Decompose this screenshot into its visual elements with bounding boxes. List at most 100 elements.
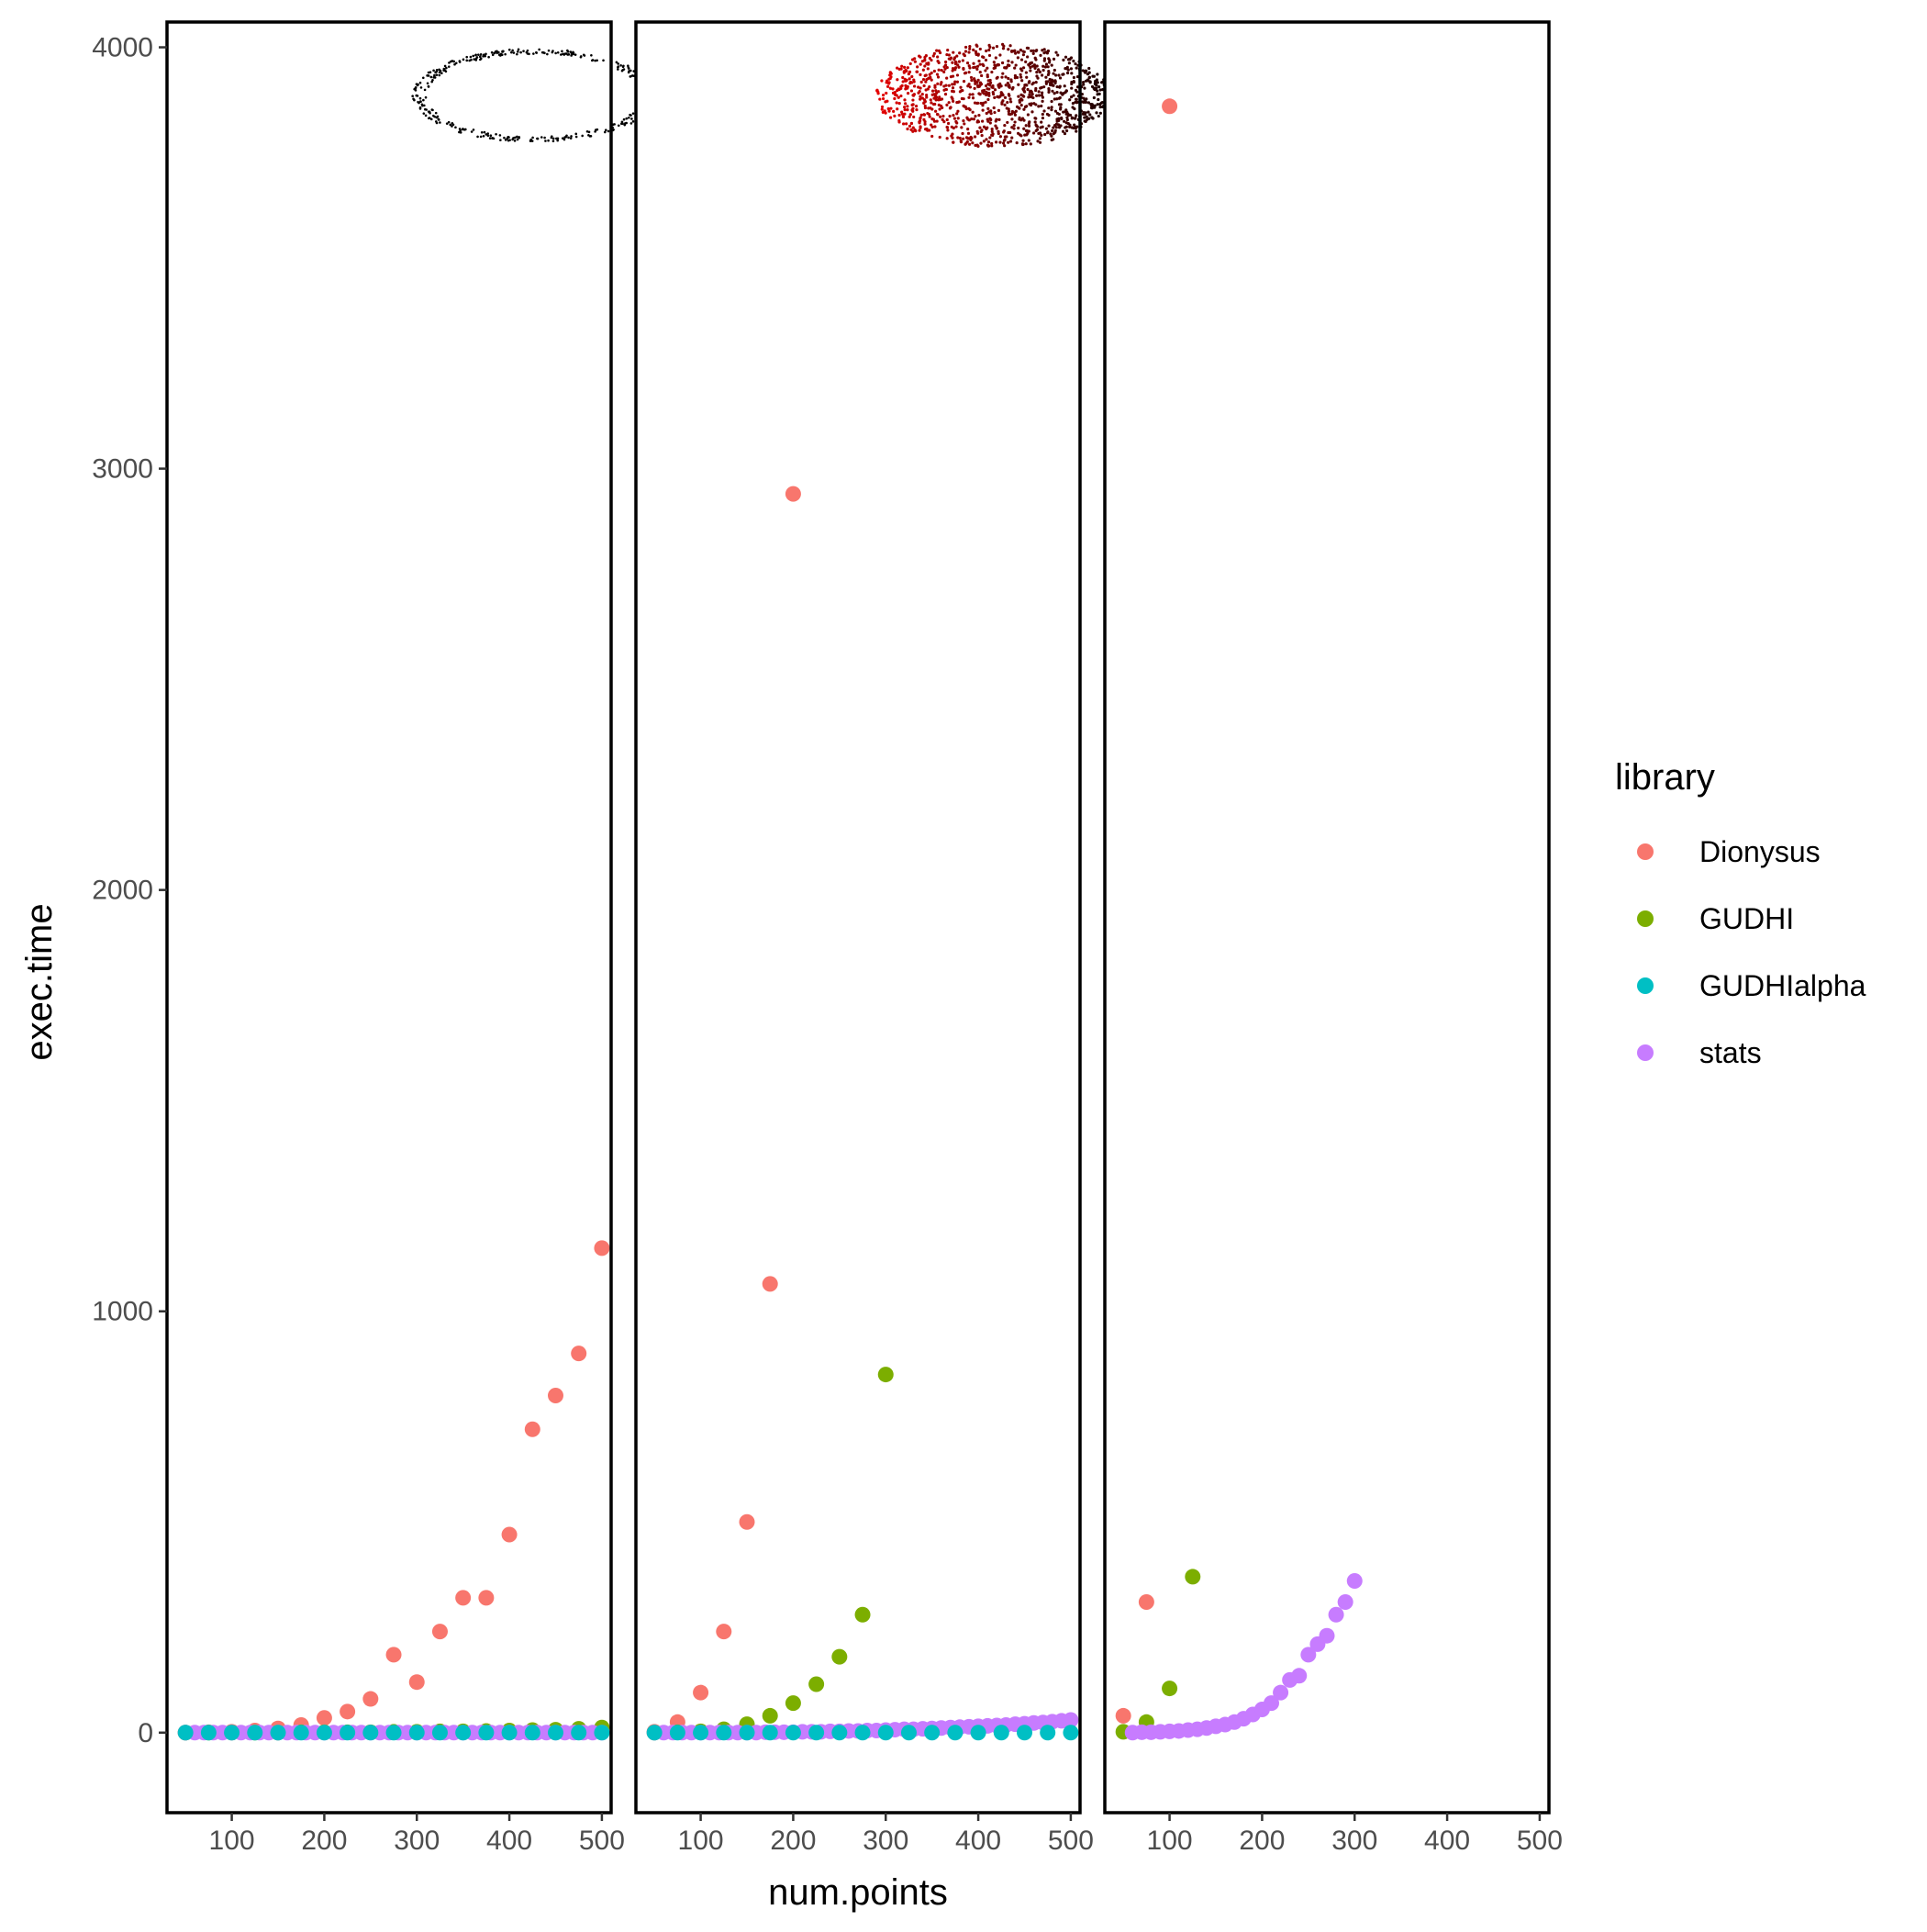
inset-point [603, 130, 607, 134]
inset-point [953, 80, 957, 84]
data-point-gudhialpha [385, 1725, 402, 1741]
inset-point [1064, 126, 1067, 129]
data-point-dionysus [548, 1388, 563, 1404]
legend-key-stats [1637, 1044, 1654, 1061]
inset-point [569, 50, 573, 53]
axes-layer: 100 200 300 400 500 100 200 300 400 500 100 200 300 4… [92, 33, 1563, 1856]
inset-point [439, 69, 442, 73]
data-point-gudhialpha [669, 1725, 685, 1741]
legend-items: Dionysus GUDHI GUDHIalpha stats [1637, 835, 1866, 1069]
inset-point [1013, 120, 1017, 124]
inset-point [1059, 106, 1063, 109]
inset-point [881, 94, 886, 97]
inset-point [961, 89, 964, 93]
x-tick-label: 500 [1517, 1826, 1563, 1856]
inset-point [627, 67, 630, 70]
inset-point [997, 84, 1000, 87]
data-point-gudhialpha [455, 1725, 472, 1741]
inset-point [629, 122, 633, 125]
inset-point [1026, 46, 1030, 50]
inset-point [1027, 124, 1031, 128]
inset-point [1020, 142, 1025, 146]
inset-point [1086, 73, 1090, 76]
inset-point [1085, 115, 1088, 118]
inset-point [945, 52, 949, 57]
inset-point [1083, 116, 1086, 119]
inset-point [938, 135, 941, 140]
inset-point [946, 128, 950, 132]
inset-point [952, 99, 955, 103]
inset-point [547, 49, 551, 52]
inset-point [469, 55, 473, 59]
inset-point [427, 85, 430, 88]
inset-point [952, 140, 955, 144]
inset-point [451, 122, 454, 125]
inset-point [493, 51, 496, 55]
inset-point [960, 126, 964, 129]
inset-point [880, 79, 884, 83]
inset-point [945, 76, 949, 80]
inset-point [952, 58, 956, 61]
inset-point [1041, 91, 1044, 95]
y-tick-label: 4000 [92, 33, 153, 63]
inset-point [1083, 86, 1086, 90]
inset-point [1020, 69, 1024, 73]
inset-point [516, 52, 518, 56]
inset-point [940, 97, 944, 101]
inset-point [476, 135, 479, 139]
inset-point [465, 59, 469, 62]
data-point-dionysus [524, 1421, 540, 1437]
x-tick-label: 300 [1331, 1826, 1377, 1856]
inset-point [561, 50, 563, 53]
inset-point [967, 50, 971, 54]
inset-point [1048, 83, 1053, 87]
inset-point [430, 80, 433, 84]
inset-point [1038, 70, 1041, 74]
inset-point [550, 135, 553, 138]
inset-point [1044, 82, 1048, 85]
inset-point [411, 95, 414, 98]
inset-point [967, 142, 972, 146]
inset-point [480, 130, 484, 134]
inset-point [1050, 106, 1053, 109]
inset-point [957, 65, 961, 69]
inset-point [529, 140, 532, 142]
inset-point [917, 85, 920, 89]
x-tick-label: 100 [1147, 1826, 1193, 1856]
inset-point [1034, 117, 1038, 120]
inset-point [431, 108, 434, 112]
inset-point [464, 128, 467, 131]
inset-point [974, 114, 977, 118]
x-tick-label: 200 [770, 1826, 816, 1856]
inset-point [921, 77, 926, 82]
inset-point [1008, 130, 1012, 135]
inset-point [942, 65, 946, 69]
inset-point [479, 53, 483, 56]
inset-point [925, 127, 929, 131]
inset-point [1088, 113, 1092, 117]
inset-point [955, 121, 959, 125]
inset-point [1013, 66, 1017, 70]
inset-point [438, 73, 441, 77]
inset-point [888, 86, 892, 90]
data-point-gudhi [785, 1695, 801, 1712]
inset-point [1063, 131, 1067, 136]
inset-point [988, 81, 993, 84]
inset-point [922, 101, 926, 105]
inset-point [418, 96, 422, 100]
inset-point [906, 66, 909, 70]
inset-point [979, 141, 983, 145]
inset-point [1069, 67, 1074, 71]
inset-point [544, 140, 547, 142]
inset-point [958, 90, 963, 94]
inset-point [984, 84, 988, 88]
inset-point [921, 68, 925, 72]
inset-point [962, 66, 965, 71]
inset-point [883, 109, 886, 113]
inset-point [1053, 92, 1056, 95]
inset-point [1019, 48, 1022, 52]
inset-point [906, 105, 909, 108]
data-point-dionysus [455, 1590, 472, 1606]
inset-point [976, 84, 980, 89]
inset-point [551, 137, 555, 140]
